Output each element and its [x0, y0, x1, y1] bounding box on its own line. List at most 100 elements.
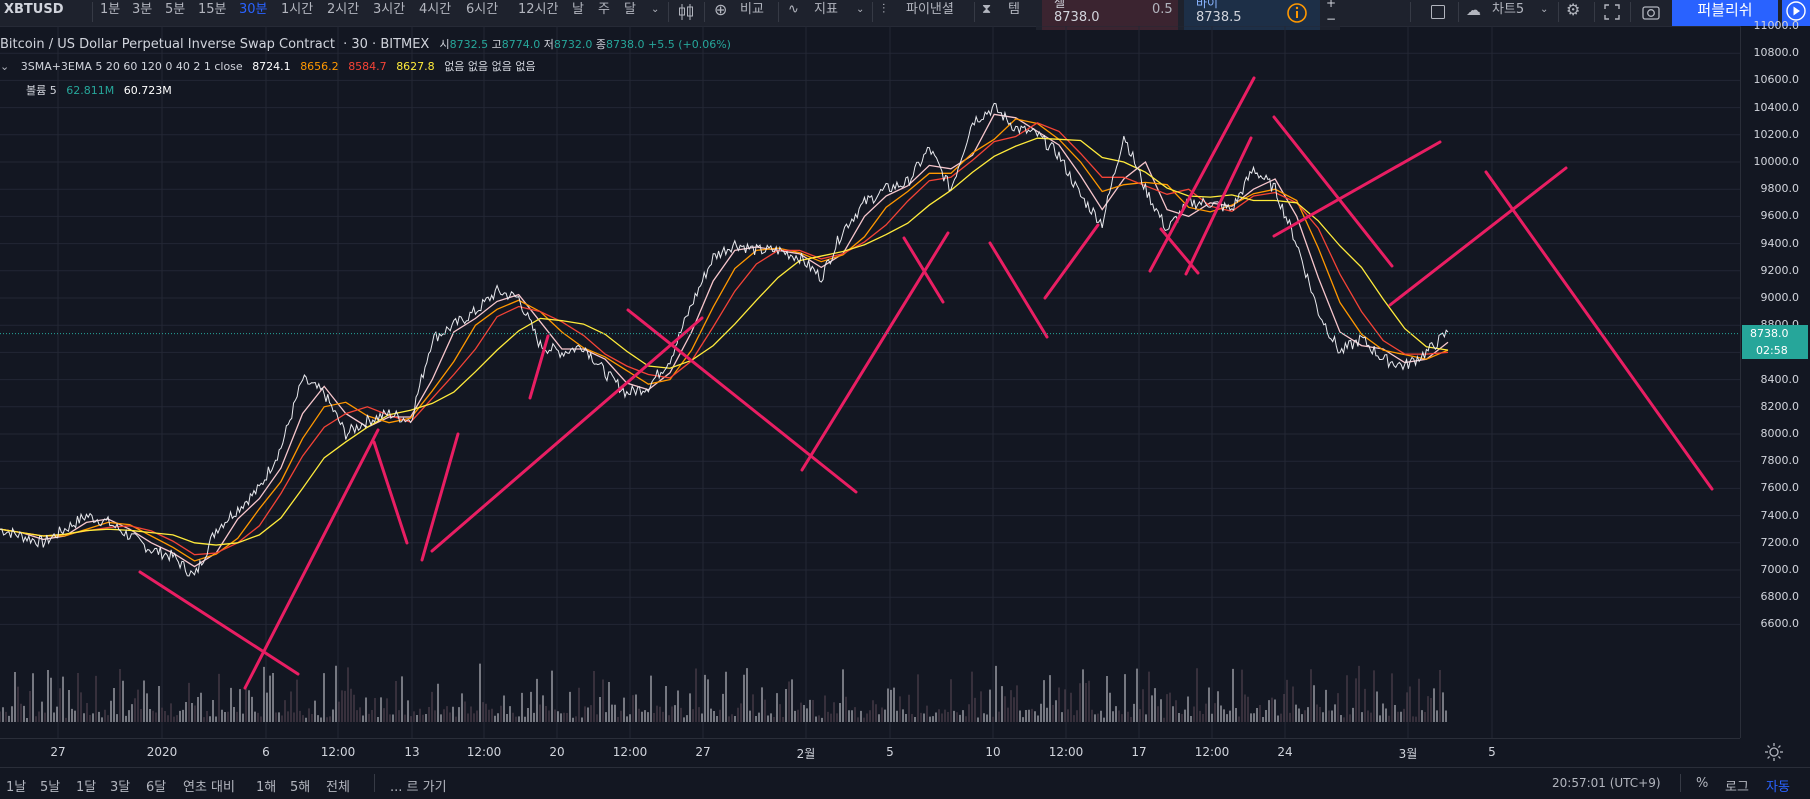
sell-button[interactable]: 셀 8738.0 — [1042, 0, 1178, 30]
time-tick: 3월 — [1398, 747, 1418, 761]
plus-icon[interactable]: + — [1326, 0, 1337, 10]
indicator-legend-row: ⌄ 3SMA+3EMA 5 20 60 120 0 40 2 1 close 8… — [0, 58, 536, 74]
trendline — [372, 440, 409, 545]
rectangle-icon[interactable] — [1430, 4, 1446, 20]
templates-button[interactable]: 템 — [1008, 2, 1020, 17]
spread-value: 0.5 — [1152, 2, 1173, 17]
cloud-icon[interactable]: ☁ — [1466, 1, 1481, 19]
time-axis[interactable]: 27 2020 6 12:00 13 12:00 20 12:00 27 2월 5 10 12:00 17… — [0, 738, 1740, 767]
range-3m[interactable]: 3달 — [110, 780, 131, 795]
gear-icon[interactable]: ⚙ — [1566, 0, 1581, 19]
chevron-down-icon[interactable]: ⌄ — [651, 4, 660, 15]
chevron-down-icon[interactable]: ⌄ — [1540, 4, 1549, 15]
order-panel: 셀 8738.0 0.5 바이 8738.5 + − — [1036, 0, 1340, 30]
ema-red-line — [0, 122, 1449, 556]
symbol-search[interactable]: XBTUSD — [4, 2, 64, 17]
goto-date-button[interactable]: ... 르 가기 — [390, 780, 447, 795]
trendline-drawings[interactable] — [138, 76, 1714, 690]
time-tick: 27 — [695, 745, 711, 759]
interval-12h[interactable]: 12시간 — [518, 2, 559, 17]
candles-icon[interactable] — [678, 3, 694, 21]
auto-toggle[interactable]: 자동 — [1766, 780, 1790, 795]
collapse-chevron-icon[interactable]: ⌄ — [0, 60, 10, 73]
time-tick: 10 — [985, 745, 1001, 759]
toolbar-divider — [1458, 2, 1459, 22]
range-5y[interactable]: 5해 — [290, 780, 311, 795]
toolbar-divider — [778, 2, 779, 22]
interval-3h[interactable]: 3시간 — [373, 2, 406, 17]
price-tick: 8200.0 — [1760, 399, 1800, 413]
layout-button[interactable]: 차트5 — [1492, 2, 1525, 17]
price-tick: 7200.0 — [1760, 535, 1800, 549]
interval-4h[interactable]: 4시간 — [419, 2, 452, 17]
range-all[interactable]: 전체 — [326, 780, 350, 795]
toolbar-divider — [1558, 2, 1559, 22]
volume-name[interactable]: 볼륨 5 — [26, 84, 57, 97]
interval-6h[interactable]: 6시간 — [466, 2, 499, 17]
range-ytd[interactable]: 연초 대비 — [183, 780, 235, 795]
price-series — [0, 102, 1449, 577]
indicator-value-4: 8627.8 — [396, 60, 435, 73]
time-tick: 5 — [886, 745, 894, 759]
price-tick: 9600.0 — [1760, 209, 1800, 223]
toolbar-divider — [1630, 2, 1631, 22]
toolbar-divider — [1594, 2, 1595, 22]
info-icon[interactable] — [1286, 2, 1308, 24]
publish-button[interactable]: 퍼블리쉬 — [1672, 0, 1778, 26]
interval-month[interactable]: 달 — [624, 2, 636, 17]
price-tick: 9800.0 — [1760, 182, 1800, 196]
sun-settings-icon[interactable] — [1764, 742, 1784, 762]
trendline — [1272, 115, 1394, 268]
indicators-button[interactable]: 지표 — [814, 2, 838, 17]
interval-2h[interactable]: 2시간 — [327, 2, 360, 17]
camera-icon[interactable] — [1642, 4, 1660, 20]
price-tick: 9200.0 — [1760, 263, 1800, 277]
range-1y[interactable]: 1해 — [256, 780, 277, 795]
price-tick: 8000.0 — [1760, 427, 1800, 440]
time-tick: 12:00 — [1194, 745, 1230, 759]
indicator-wave-icon[interactable]: ∿ — [788, 2, 799, 17]
price-tick: 11000.0 — [1753, 19, 1800, 32]
interval-5m[interactable]: 5분 — [165, 2, 186, 17]
time-tick: 12:00 — [466, 745, 502, 759]
volume-legend-row: 볼륨 5 62.811M 60.723M — [26, 82, 172, 98]
chevron-down-icon[interactable]: ⌄ — [856, 4, 865, 15]
chart-pane[interactable] — [0, 26, 1740, 738]
interval-15m[interactable]: 15분 — [198, 2, 227, 17]
interval-3m[interactable]: 3분 — [132, 2, 153, 17]
indicator-value-1: 8724.1 — [252, 60, 291, 73]
price-tick: 7400.0 — [1760, 508, 1800, 522]
percent-toggle[interactable]: % — [1696, 776, 1709, 791]
trendline — [988, 241, 1049, 339]
time-tick: 27 — [50, 745, 66, 759]
interval-week[interactable]: 주 — [598, 2, 610, 17]
compare-button[interactable]: 비교 — [740, 2, 764, 17]
range-6m[interactable]: 6달 — [146, 780, 167, 795]
range-5d[interactable]: 5날 — [40, 780, 61, 795]
pine-icon[interactable]: ⫶ — [882, 2, 886, 17]
financials-button[interactable]: 파이낸셜 — [906, 2, 954, 17]
indicator-name[interactable]: 3SMA+3EMA 5 20 60 120 0 40 2 1 close — [20, 60, 243, 73]
symbol-title[interactable]: Bitcoin / US Dollar Perpetual Inverse Sw… — [0, 37, 335, 52]
interval-day[interactable]: 날 — [572, 2, 584, 17]
toolbar-divider — [872, 2, 873, 22]
trendline — [626, 308, 858, 494]
fullscreen-icon[interactable] — [1604, 4, 1620, 20]
template-icon[interactable]: ⧗ — [982, 2, 992, 17]
price-tick: 7800.0 — [1760, 454, 1800, 468]
interval-1h[interactable]: 1시간 — [281, 2, 314, 17]
play-icon[interactable] — [1782, 0, 1810, 26]
log-toggle[interactable]: 로그 — [1725, 780, 1749, 795]
bottom-divider — [374, 774, 375, 792]
interval-30m[interactable]: 30분 — [239, 2, 268, 17]
range-1m[interactable]: 1달 — [76, 780, 97, 795]
range-1d[interactable]: 1날 — [6, 780, 27, 795]
plus-circle-icon[interactable]: ⊕ — [714, 0, 728, 19]
minus-icon[interactable]: − — [1326, 12, 1337, 26]
clock[interactable]: 20:57:01 (UTC+9) — [1552, 776, 1661, 790]
price-tick: 10000.0 — [1753, 155, 1800, 168]
volume-value-1: 62.811M — [66, 84, 115, 97]
interval-1m[interactable]: 1분 — [100, 2, 121, 17]
price-axis[interactable]: 11000.0 10800.0 10600.0 10400.0 10200.0 10000… — [1740, 19, 1810, 738]
indicator-value-3: 8584.7 — [348, 60, 387, 73]
